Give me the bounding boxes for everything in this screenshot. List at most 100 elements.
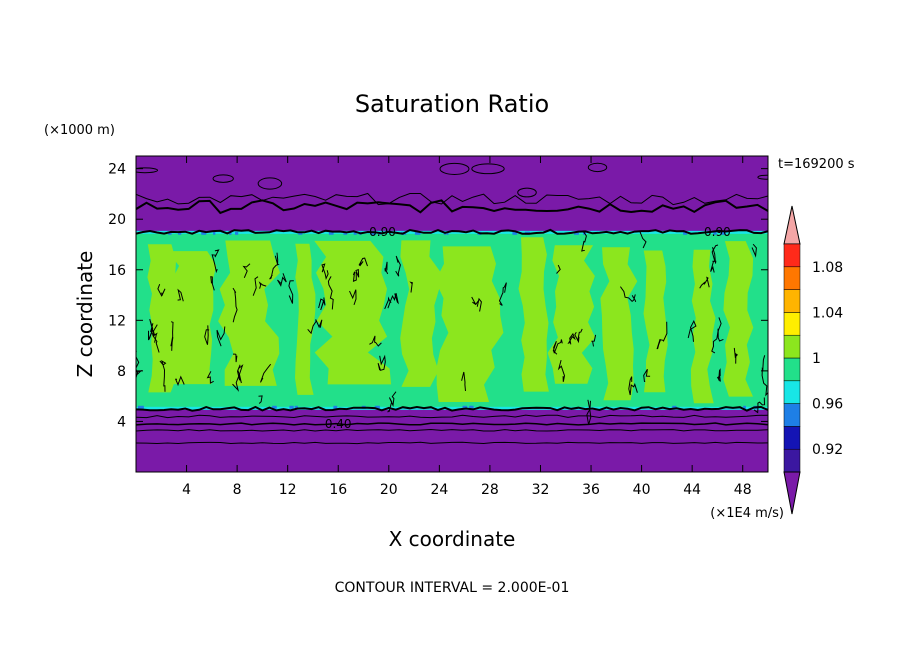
contour-squiggle <box>204 325 210 345</box>
supersaturated-column <box>518 237 549 392</box>
colorbar-label: 1 <box>812 351 821 367</box>
colorbar-bin <box>783 266 801 290</box>
contour-line <box>136 199 768 215</box>
contour-squiggle <box>211 249 220 274</box>
contour-squiggle <box>461 371 466 392</box>
colorbar-bin <box>783 334 801 359</box>
x-unit-label: (×1E4 m/s) <box>710 506 784 521</box>
colorbar-bin <box>783 403 801 427</box>
contour-closed <box>439 162 470 175</box>
contour-squiggle <box>567 332 576 345</box>
supersaturated-column <box>600 247 638 401</box>
colorbar-bin <box>783 312 801 336</box>
x-tick-label: 32 <box>532 482 550 498</box>
contour-squiggle <box>269 263 280 280</box>
colorbar-under-arrow <box>783 471 801 515</box>
x-tick-label: 24 <box>430 482 448 498</box>
contour-squiggle <box>258 281 267 289</box>
x-tick-label: 20 <box>380 482 398 498</box>
colorbar-bin <box>783 448 801 473</box>
boundary-band-top <box>136 230 768 234</box>
contour-squiggle <box>288 280 294 304</box>
contour-squiggle <box>260 363 272 383</box>
y-axis: 4 8 12 16 20 24 <box>108 162 768 430</box>
contour-squiggle <box>395 255 401 277</box>
boundary-speck <box>469 405 473 409</box>
colorbar: 0.92 0.96 1 1.04 1.08 <box>783 205 843 515</box>
contour-squiggle <box>581 230 587 252</box>
footer-contour-interval: CONTOUR INTERVAL = 2.000E-01 <box>335 580 570 596</box>
contour-squiggle <box>242 263 251 278</box>
boundary-speck <box>353 231 357 235</box>
contour-squiggle <box>716 368 721 382</box>
contour-squiggle <box>557 359 566 382</box>
contour-squiggle <box>349 289 357 306</box>
colorbar-bin <box>783 243 801 268</box>
contour-squiggle <box>210 276 215 291</box>
boundary-speck <box>168 231 172 235</box>
contour-squiggle <box>639 231 647 249</box>
x-tick-label: 48 <box>734 482 752 498</box>
contour-squiggle <box>710 244 719 273</box>
supersaturated-column <box>295 243 316 395</box>
chart-title: Saturation Ratio <box>355 90 549 118</box>
contour-squiggle <box>699 276 710 289</box>
contour-squiggle <box>387 293 399 309</box>
contour-closed <box>587 162 608 173</box>
boundary-speck <box>414 231 421 235</box>
y-tick-label: 20 <box>108 212 126 228</box>
supersaturated-column <box>547 245 596 384</box>
contour-squiggle <box>556 264 561 274</box>
contour-squiggle <box>656 321 668 350</box>
contour-squiggle <box>471 296 482 312</box>
contour-squiggle <box>711 330 724 354</box>
contour-squiggle <box>586 399 592 425</box>
boundary-speck <box>333 405 338 409</box>
supersaturated-column <box>690 249 716 404</box>
contour-line <box>136 422 768 426</box>
y-axis-label: Z coordinate <box>73 251 97 378</box>
boundary-speck <box>370 231 376 235</box>
boundary-speck <box>298 231 303 235</box>
contour-squiggle <box>236 364 242 384</box>
contour-closed <box>257 177 283 190</box>
contour-label: 0.40 <box>325 417 352 431</box>
contour-squiggle <box>369 335 382 347</box>
contour-squiggle <box>318 297 326 311</box>
contour-squiggle <box>277 273 287 287</box>
contour-label: 0.90 <box>369 225 396 239</box>
contour-squiggle <box>384 261 389 275</box>
colorbar-bin <box>783 380 801 404</box>
supersaturated-column <box>218 240 280 386</box>
contour-label: 0.90 <box>704 225 731 239</box>
supersaturated-column <box>314 240 392 385</box>
boundary-speck <box>137 405 144 409</box>
x-tick-label: 36 <box>582 482 600 498</box>
x-tick-label: 4 <box>182 482 191 498</box>
contour-squiggle <box>574 328 583 344</box>
contour-squiggle <box>232 287 238 323</box>
x-tick-label: 16 <box>329 482 347 498</box>
boundary-speck <box>446 231 449 235</box>
boundary-speck <box>294 405 298 409</box>
contour-squiggle <box>327 276 334 310</box>
y-tick-label: 12 <box>108 313 126 329</box>
x-tick-label: 12 <box>279 482 297 498</box>
contour-closed <box>471 163 505 175</box>
colorbar-label: 1.08 <box>812 260 843 276</box>
field-layer <box>136 156 768 232</box>
colorbar-label: 0.92 <box>812 442 843 458</box>
contour-closed <box>757 174 768 180</box>
supersaturated-column <box>400 240 442 387</box>
contour-closed <box>136 167 159 174</box>
contour-squiggle <box>628 376 638 396</box>
contour-squiggle <box>687 320 697 342</box>
contour-squiggle <box>643 368 651 382</box>
contour-squiggle <box>252 276 259 296</box>
boundary-speck <box>272 405 277 409</box>
contour-squiggle <box>307 319 323 335</box>
contour-squiggle <box>216 326 226 347</box>
supersaturated-column <box>435 246 504 402</box>
contour-line <box>136 428 768 432</box>
